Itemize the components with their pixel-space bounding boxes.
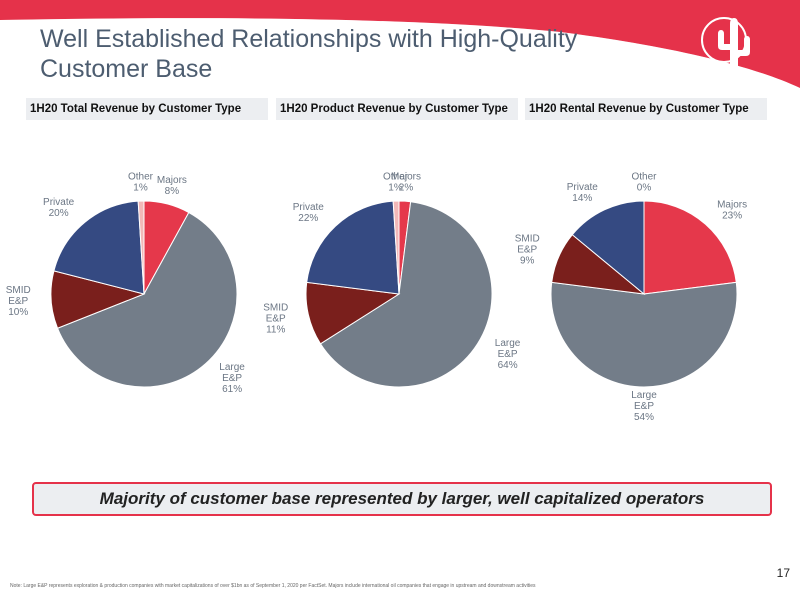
- header-band: [0, 0, 800, 92]
- title-line-2: Customer Base: [40, 55, 213, 83]
- pie-chart-rental-revenue: Majors 23% Large E&P 54% SMID E&P 9% Private 14% O…: [515, 172, 747, 424]
- slice-label-majors: Majors 23%: [717, 200, 747, 222]
- page-title: Well Established Relationships with High…: [40, 24, 680, 84]
- footnote: Note: Large E&P represents exploration &…: [10, 583, 536, 589]
- slice-label-smid-ep: SMID E&P 9%: [515, 234, 540, 267]
- pie-chart-total-revenue: Majors 8% Large E&P 61% SMID E&P 10% Private 20% O…: [6, 172, 246, 395]
- pie-slice-large-ep: [319, 201, 493, 388]
- slice-label-smid-ep: SMID E&P 11%: [263, 302, 288, 335]
- chart-title-product-revenue: 1H20 Product Revenue by Customer Type: [276, 98, 518, 120]
- slice-label-other: Other 1%: [128, 172, 154, 194]
- slice-label-private: Private 22%: [293, 202, 325, 224]
- pie-slice-majors: [643, 200, 737, 295]
- page-number: 17: [776, 566, 790, 580]
- pie-slice-private: [306, 200, 400, 295]
- chart-title-total-revenue: 1H20 Total Revenue by Customer Type: [26, 98, 268, 120]
- cactus-sun-icon: [701, 17, 750, 76]
- pie-slice-large-ep: [56, 211, 238, 388]
- slice-label-smid-ep: SMID E&P 10%: [6, 285, 31, 318]
- slice-label-other: Other 1%: [383, 172, 409, 194]
- key-takeaway-callout: Majority of customer base represented by…: [32, 482, 772, 516]
- slice-label-majors: Majors 2%: [391, 172, 421, 194]
- slice-label-large-ep: Large E&P 61%: [219, 362, 245, 395]
- slice-label-majors: Majors 8%: [157, 175, 187, 197]
- title-line-1: Well Established Relationships with High…: [40, 25, 578, 53]
- chart-title-rental-revenue: 1H20 Rental Revenue by Customer Type: [525, 98, 767, 120]
- header-swoosh: [0, 0, 800, 88]
- pie-slice-large-ep: [550, 281, 738, 388]
- pie-slice-other: [137, 200, 145, 295]
- pie-slice-private: [571, 200, 645, 296]
- slice-label-other: Other 0%: [631, 172, 657, 194]
- slice-label-private: Private 20%: [43, 197, 75, 219]
- pie-chart-product-revenue: Majors 2% Large E&P 64% SMID E&P 11% Private 22% O…: [263, 172, 521, 388]
- slice-label-private: Private 14%: [567, 182, 599, 204]
- slice-label-large-ep: Large E&P 54%: [631, 390, 657, 423]
- pie-slice-other: [392, 200, 400, 295]
- slice-label-large-ep: Large E&P 64%: [495, 338, 521, 371]
- pie-slice-private: [53, 200, 145, 295]
